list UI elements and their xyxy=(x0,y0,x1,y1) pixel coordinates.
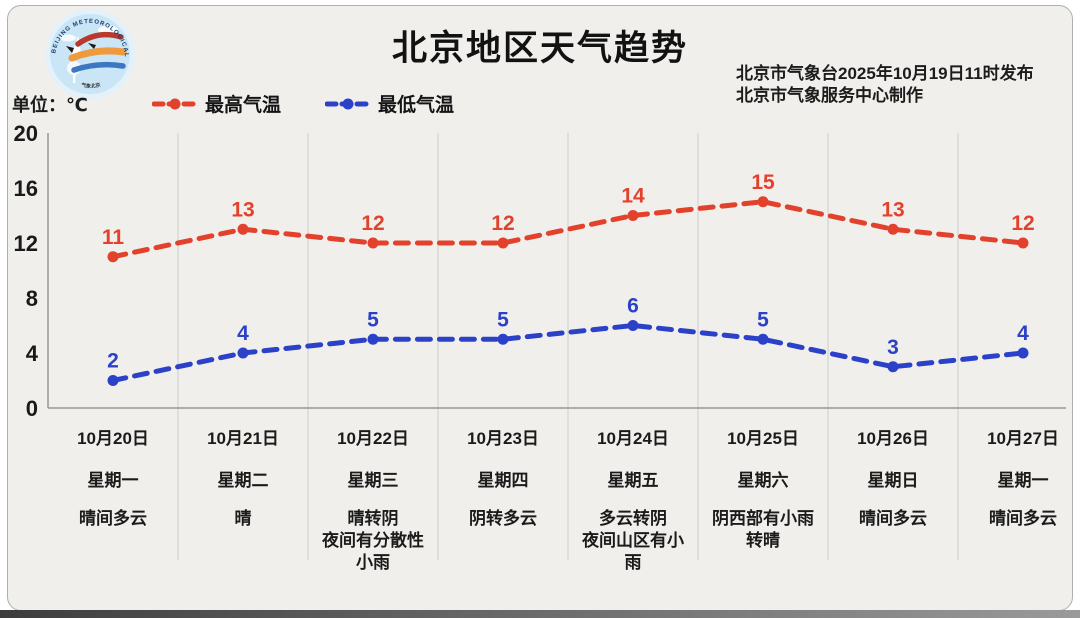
day-weather-label: 阴转多云 xyxy=(469,509,537,528)
data-point-marker xyxy=(627,210,639,221)
data-point-label: 3 xyxy=(887,336,899,359)
data-point-label: 15 xyxy=(751,171,775,194)
wind-vane-arrow-icon xyxy=(66,46,74,53)
data-point-marker xyxy=(367,333,379,345)
day-weather-label: 晴转阴 夜间有分散性 小雨 xyxy=(322,509,424,572)
data-point-label: 4 xyxy=(1017,322,1029,345)
legend-label-max-temp: 最高气温 xyxy=(205,95,282,116)
logo-orange-swoosh xyxy=(68,47,127,62)
logo-red-swoosh xyxy=(75,31,124,47)
day-date-label: 10月27日 xyxy=(987,429,1059,448)
day-weekday-label: 星期五 xyxy=(607,471,659,490)
day-date-label: 10月22日 xyxy=(337,429,409,448)
day-date-label: 10月20日 xyxy=(77,429,149,448)
data-point-label: 5 xyxy=(367,308,379,331)
series-line xyxy=(110,323,1026,383)
day-column: 10月20日 星期一晴间多云 xyxy=(48,424,178,574)
day-weekday-label: 星期一 xyxy=(87,471,139,490)
chart-title: 北京地区天气趋势 xyxy=(391,29,688,68)
data-point-marker xyxy=(757,196,769,208)
series-line xyxy=(110,199,1026,260)
day-column: 10月26日 星期日晴间多云 xyxy=(828,424,958,574)
cloud-icon xyxy=(60,34,76,42)
y-tick-label: 20 xyxy=(14,121,38,146)
day-weekday-label: 星期六 xyxy=(737,471,789,490)
issue-line-2: 北京市气象服务中心制作 xyxy=(736,86,923,105)
logo-blue-swoosh xyxy=(71,61,126,73)
data-point-marker xyxy=(237,347,249,359)
data-point-label: 12 xyxy=(491,212,514,235)
day-date-label: 10月26日 xyxy=(857,429,929,448)
day-weather-label: 晴间多云 xyxy=(989,509,1057,528)
day-column: 10月22日 星期三晴转阴 夜间有分散性 小雨 xyxy=(308,424,438,574)
wind-vane-arrow-icon xyxy=(88,43,96,49)
bottom-edge-bar xyxy=(0,610,1080,618)
day-weather-label: 晴间多云 xyxy=(859,509,927,528)
day-column: 10月25日 星期六阴西部有小雨 转晴 xyxy=(698,424,828,574)
day-weekday-label: 星期日 xyxy=(867,471,919,490)
data-point-marker xyxy=(497,237,509,249)
data-point-marker xyxy=(627,320,639,331)
day-weekday-label: 星期四 xyxy=(477,471,529,490)
logo-bottom-text: 气象北京 xyxy=(80,81,102,90)
day-weekday-label: 星期二 xyxy=(217,471,269,490)
y-tick-label: 12 xyxy=(14,231,38,256)
legend-item-min-temp: 最低气温 xyxy=(325,90,454,117)
legend: 最高气温 最低气温 xyxy=(152,90,454,117)
data-point-marker xyxy=(757,333,769,345)
beijing-meteorological-service-logo: BEIJING METEOROLOGICAL SERVICE 气象北京 xyxy=(44,8,135,99)
data-point-label: 13 xyxy=(881,198,904,221)
issue-line-1: 北京市气象台2025年10月19日11时发布 xyxy=(736,64,1034,83)
day-labels-row: 10月20日 星期一 晴间多云 10月21日 星期二晴 10月22日 星期三 晴转阴 夜间有分… xyxy=(48,424,1080,574)
data-point-label: 5 xyxy=(757,308,769,331)
day-weather-label: 晴 xyxy=(234,509,252,528)
issue-info-block: 北京市气象台2025年10月19日11时发布 北京市气象服务中心制作 xyxy=(736,63,1034,107)
legend-label-min-temp: 最低气温 xyxy=(378,95,455,116)
day-column: 10月21日 星期二晴 xyxy=(178,424,308,574)
day-date-label: 10月24日 xyxy=(597,429,669,448)
data-point-label: 4 xyxy=(237,322,249,345)
y-tick-label: 0 xyxy=(26,396,38,421)
day-weather-label: 晴间多云 xyxy=(79,509,147,528)
day-column: 10月27日 星期一晴间多云 xyxy=(958,424,1080,574)
data-point-label: 14 xyxy=(621,185,645,208)
data-point-marker xyxy=(237,223,249,235)
y-tick-label: 4 xyxy=(26,341,39,366)
data-point-label: 11 xyxy=(102,226,125,249)
data-point-label: 12 xyxy=(361,212,384,235)
data-point-label: 12 xyxy=(1011,212,1034,235)
y-tick-label: 8 xyxy=(26,286,38,311)
day-column: 10月23日 星期四阴转多云 xyxy=(438,424,568,574)
data-point-label: 6 xyxy=(627,295,639,318)
data-point-marker xyxy=(107,251,119,263)
day-column: 10月24日 星期五多云转阴 夜间山区有小 雨 xyxy=(568,424,698,574)
data-point-label: 2 xyxy=(107,350,119,373)
max-temp-dashed-line-icon xyxy=(152,98,198,109)
data-point-marker xyxy=(1017,347,1029,359)
day-weather-label: 多云转阴 夜间山区有小 雨 xyxy=(582,509,684,572)
data-point-marker xyxy=(367,237,379,249)
day-weekday-label: 星期三 xyxy=(347,471,399,490)
data-point-label: 5 xyxy=(497,308,509,331)
day-date-label: 10月21日 xyxy=(207,429,279,448)
day-date-label: 10月25日 xyxy=(727,429,799,448)
data-point-marker xyxy=(887,223,899,235)
y-tick-label: 16 xyxy=(14,176,38,201)
min-temp-dashed-line-icon xyxy=(325,98,372,109)
weather-instrument-stand xyxy=(73,74,76,83)
data-point-marker xyxy=(887,361,899,373)
data-point-marker xyxy=(497,333,509,345)
unit-label: 单位：℃ xyxy=(12,95,88,115)
day-weekday-label: 星期一 xyxy=(997,471,1049,490)
day-date-label: 10月23日 xyxy=(467,429,539,448)
legend-item-max-temp: 最高气温 xyxy=(152,90,281,117)
data-point-marker xyxy=(107,375,119,386)
data-point-marker xyxy=(1017,237,1029,249)
day-weather-label: 阴西部有小雨 转晴 xyxy=(712,509,814,550)
data-point-label: 13 xyxy=(231,198,254,221)
